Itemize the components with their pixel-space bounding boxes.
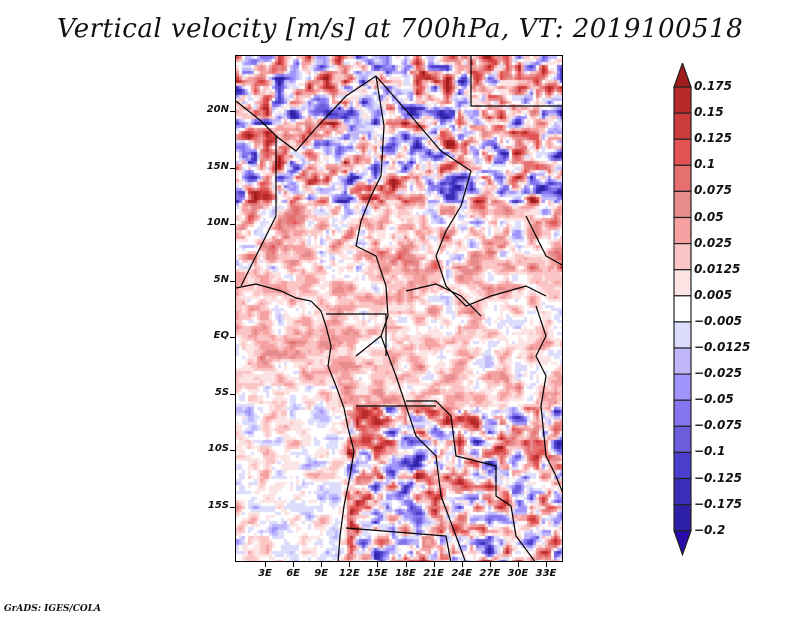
lat-tick-mark	[230, 450, 235, 451]
lon-tick-mark	[433, 562, 435, 567]
border-line	[406, 400, 512, 507]
colorbar-segment	[673, 216, 692, 245]
border-line	[470, 56, 562, 107]
border-line	[355, 75, 385, 247]
colorbar-label: 0.05	[694, 209, 724, 224]
colorbar-label: −0.05	[694, 392, 734, 407]
lon-tick-mark	[349, 562, 351, 567]
lon-tick-mark	[293, 562, 295, 567]
border-line	[510, 505, 536, 561]
lat-tick-label: 10S	[207, 443, 229, 454]
lon-tick-label: 6E	[286, 568, 300, 579]
colorbar-segment	[673, 243, 692, 271]
colorbar-under-triangle	[673, 530, 692, 557]
colorbar-segment	[673, 451, 692, 480]
colorbar-segment	[673, 425, 692, 453]
lat-tick-mark	[230, 111, 235, 112]
border-line	[525, 215, 562, 266]
colorbar-segment	[673, 190, 692, 219]
border-line	[240, 136, 277, 287]
colorbar-label: 0.025	[694, 235, 732, 250]
border-line	[380, 335, 466, 561]
border-line	[355, 245, 389, 357]
colorbar-label: 0.075	[694, 183, 732, 198]
map-panel	[235, 55, 563, 562]
colorbar-segment	[673, 399, 692, 427]
colorbar-label: 0.15	[694, 105, 724, 120]
lat-tick-label: 15N	[206, 160, 229, 172]
lat-tick-label: 10N	[206, 217, 229, 228]
colorbar-label: −0.0125	[694, 340, 751, 354]
colorbar-scale	[673, 63, 692, 557]
border-line	[405, 283, 482, 317]
colorbar-label: 0.0125	[694, 261, 741, 276]
chart-title: Vertical velocity [m/s] at 700hPa, VT: 2…	[56, 14, 744, 44]
lon-tick-label: 33E	[535, 568, 557, 579]
colorbar-segment	[673, 504, 692, 532]
lon-tick-mark	[517, 562, 519, 567]
colorbar-segment	[673, 477, 692, 506]
colorbar-label: −0.2	[694, 522, 726, 537]
lon-tick-label: 18E	[395, 568, 416, 579]
colorbar-label: −0.175	[694, 496, 743, 511]
colorbar-label: 0.005	[694, 287, 732, 302]
colorbar-label: −0.005	[694, 313, 743, 328]
colorbar-segment	[673, 112, 692, 140]
colorbar-segment	[673, 321, 692, 349]
lon-tick-label: 30E	[507, 568, 529, 579]
lat-tick-mark	[230, 337, 235, 338]
country-borders	[236, 56, 562, 561]
lat-tick-mark	[230, 167, 235, 169]
border-line	[435, 170, 547, 307]
vertical-velocity-field	[236, 56, 562, 561]
lat-tick-mark	[230, 280, 235, 282]
colorbar-segment	[673, 164, 692, 193]
colorbar-label: 0.1	[694, 157, 716, 172]
lat-tick-mark	[230, 506, 235, 508]
lon-tick-mark	[489, 562, 491, 567]
border-line	[535, 305, 562, 493]
lon-tick-mark	[377, 562, 379, 567]
lon-tick-label: 21E	[423, 568, 444, 579]
border-line	[236, 283, 355, 561]
lat-tick-label: 5S	[214, 386, 229, 398]
colorbar-label: 0.175	[694, 79, 732, 93]
colorbar-label: −0.1	[694, 444, 726, 459]
colorbar-segment	[673, 347, 692, 375]
colorbar-segment	[673, 373, 692, 401]
lon-tick-label: 12E	[338, 568, 360, 579]
lon-tick-mark	[405, 562, 407, 567]
colorbar-over-triangle	[673, 63, 692, 88]
border-line	[326, 313, 387, 356]
colorbar-label: 0.125	[694, 131, 732, 146]
lon-tick-label: 27E	[479, 568, 501, 579]
lon-tick-mark	[461, 562, 463, 567]
colorbar-label: −0.075	[694, 418, 743, 433]
colorbar-label: −0.025	[694, 366, 743, 381]
lat-tick-label: 20N	[206, 104, 229, 115]
lon-tick-label: 3E	[258, 568, 272, 579]
lon-tick-label: 24E	[451, 568, 473, 579]
colorbar-segment	[673, 138, 692, 166]
colorbar-segment	[673, 86, 692, 114]
lon-tick-mark	[321, 562, 323, 567]
colorbar-segment	[673, 295, 692, 323]
lat-tick-mark	[230, 224, 235, 225]
grads-credit: GrADS: IGES/COLA	[4, 604, 102, 614]
lat-tick-label: EQ	[213, 330, 229, 341]
lon-tick-label: 15E	[367, 568, 388, 579]
lat-tick-mark	[230, 393, 235, 395]
lon-tick-label: 9E	[314, 568, 329, 579]
lat-tick-label: 5N	[213, 273, 229, 285]
border-line	[345, 527, 452, 561]
lat-tick-label: 15S	[207, 499, 229, 511]
lon-tick-mark	[265, 562, 266, 567]
colorbar-label: −0.125	[694, 470, 743, 485]
border-line	[375, 75, 472, 172]
lon-tick-mark	[546, 562, 547, 567]
colorbar-segment	[673, 269, 692, 297]
border-line	[236, 75, 377, 152]
